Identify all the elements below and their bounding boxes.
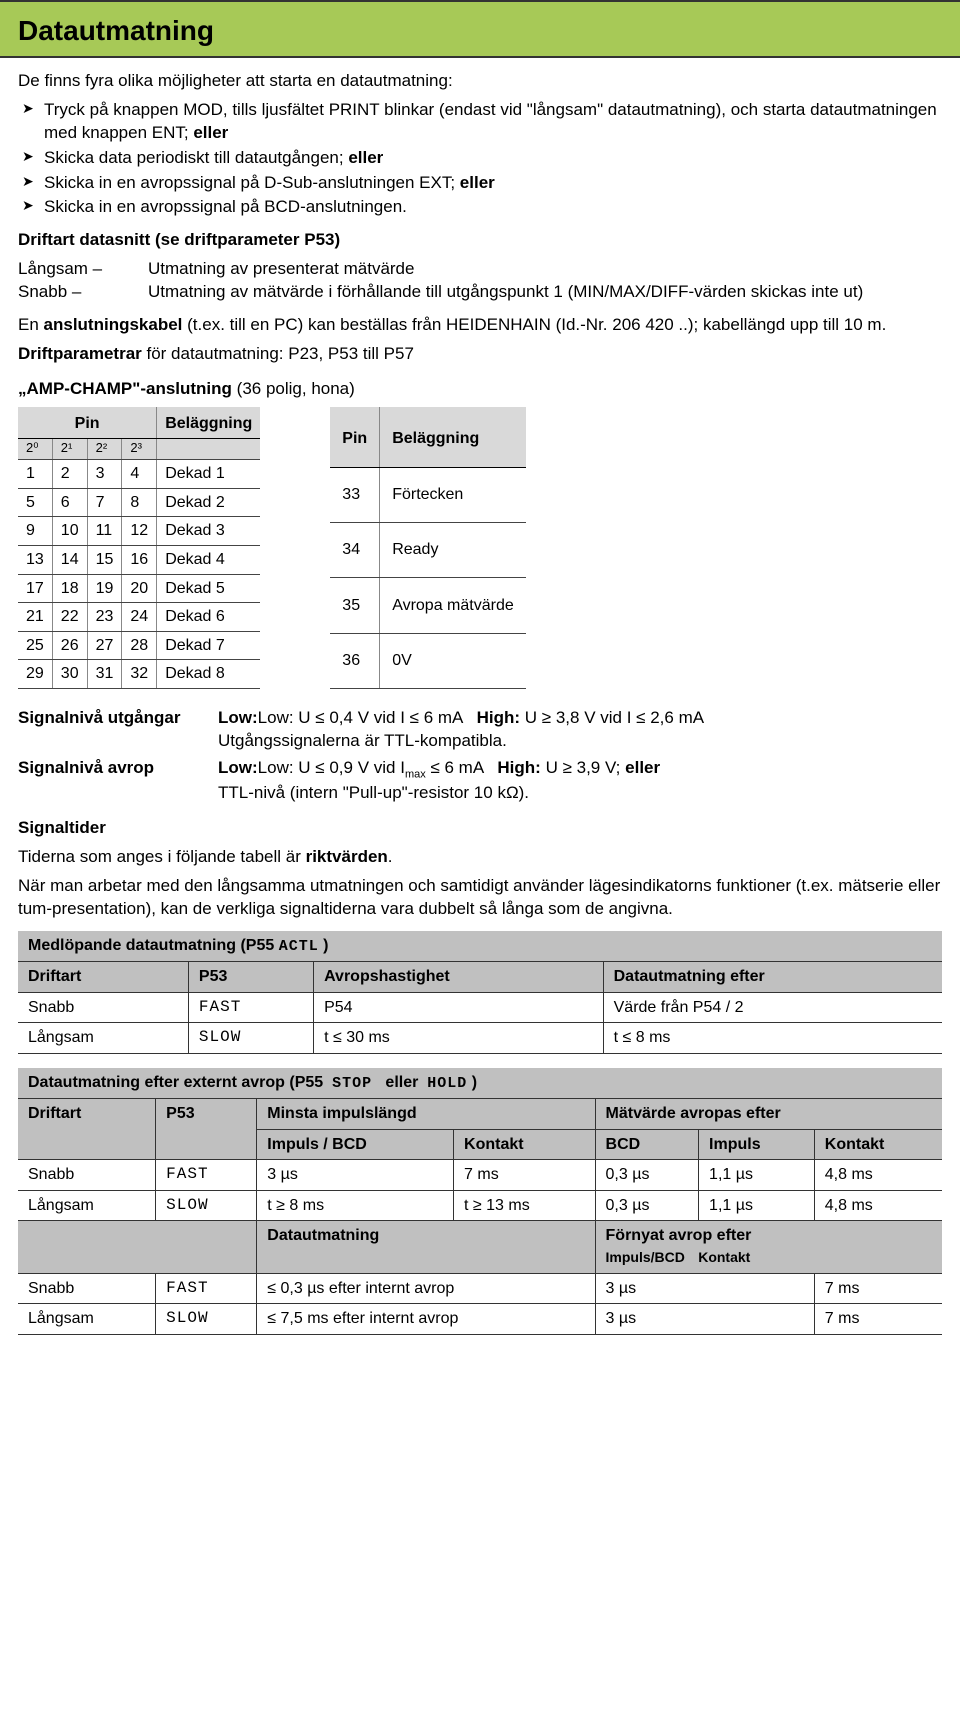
- driftart-key: Snabb –: [18, 281, 148, 304]
- table-row: 21222324Dekad 6: [18, 603, 260, 632]
- pin-table-2: PinBeläggning 33Förtecken34Ready35Avropa…: [330, 407, 525, 689]
- timing-table-1: Medlöpande datautmatning (P55 ACTL ) Dri…: [18, 931, 942, 1054]
- list-item: Tryck på knappen MOD, tills ljusfältet P…: [18, 99, 942, 145]
- pin-tables: PinBeläggning 2⁰2¹2²2³ 1234Dekad 15678De…: [18, 407, 942, 689]
- signal-out-value: Low:Low: U ≤ 0,4 V vid I ≤ 6 mA High: U …: [218, 707, 942, 753]
- table-row: 13141516Dekad 4: [18, 545, 260, 574]
- table-row: 33Förtecken: [330, 467, 525, 522]
- signaltider-head: Signaltider: [18, 817, 942, 840]
- driftparam-info: Driftparametrar för datautmatning: P23, …: [18, 343, 942, 366]
- table-row: 360V: [330, 633, 525, 688]
- driftart-grid: Långsam – Utmatning av presenterat mätvä…: [18, 258, 942, 304]
- timing-table-2: Datautmatning efter externt avrop (P55 S…: [18, 1068, 942, 1335]
- timing2-title: Datautmatning efter externt avrop (P55 S…: [18, 1068, 942, 1099]
- table-row: 5678Dekad 2: [18, 488, 260, 517]
- signal-avrop-label: Signalnivå avrop: [18, 757, 218, 805]
- driftart-val: Utmatning av presenterat mätvärde: [148, 258, 942, 281]
- table-row: LångsamSLOWt ≥ 8 mst ≥ 13 ms0,3 µs1,1 µs…: [18, 1190, 942, 1221]
- page-header: Datautmatning: [0, 0, 960, 58]
- table-row: SnabbFAST3 µs7 ms0,3 µs1,1 µs4,8 ms: [18, 1160, 942, 1191]
- table-row: 29303132Dekad 8: [18, 660, 260, 689]
- page-title: Datautmatning: [18, 12, 942, 50]
- driftart-head: Driftart datasnitt (se driftparameter P5…: [18, 229, 942, 252]
- table-row: 34Ready: [330, 523, 525, 578]
- page-body: De finns fyra olika möjligheter att star…: [0, 70, 960, 1355]
- table-row: 9101112Dekad 3: [18, 517, 260, 546]
- cable-info: En anslutningskabel (t.ex. till en PC) k…: [18, 314, 942, 337]
- list-item: Skicka data periodiskt till datautgången…: [18, 147, 942, 170]
- table-row: LångsamSLOWt ≤ 30 mst ≤ 8 ms: [18, 1023, 942, 1054]
- signal-avrop-value: Low:Low: U ≤ 0,9 V vid Imax ≤ 6 mA High:…: [218, 757, 942, 805]
- th-pin: Pin: [330, 407, 379, 467]
- timing1-title: Medlöpande datautmatning (P55 ACTL ): [18, 931, 942, 962]
- table-row: 17181920Dekad 5: [18, 574, 260, 603]
- th-bel: Beläggning: [157, 407, 261, 438]
- driftart-key: Långsam –: [18, 258, 148, 281]
- table-row: 1234Dekad 1: [18, 460, 260, 489]
- list-item: Skicka in en avropssignal på D-Sub-anslu…: [18, 172, 942, 195]
- table-row: LångsamSLOW≤ 7,5 ms efter internt avrop3…: [18, 1304, 942, 1335]
- signal-out-label: Signalnivå utgångar: [18, 707, 218, 753]
- connector-title: „AMP-CHAMP"-anslutning (36 polig, hona): [18, 378, 942, 401]
- bullet-list: Tryck på knappen MOD, tills ljusfältet P…: [18, 99, 942, 220]
- list-item: Skicka in en avropssignal på BCD-anslutn…: [18, 196, 942, 219]
- th-bel: Beläggning: [380, 407, 526, 467]
- pin-table-1: PinBeläggning 2⁰2¹2²2³ 1234Dekad 15678De…: [18, 407, 260, 689]
- th-pin: Pin: [18, 407, 157, 438]
- table-row: SnabbFAST≤ 0,3 µs efter internt avrop3 µ…: [18, 1273, 942, 1304]
- table-row: 35Avropa mätvärde: [330, 578, 525, 633]
- signaltider-p2: När man arbetar med den långsamma utmatn…: [18, 875, 942, 921]
- signaltider-p1: Tiderna som anges i följande tabell är r…: [18, 846, 942, 869]
- table-row: 25262728Dekad 7: [18, 631, 260, 660]
- signal-levels: Signalnivå utgångar Low:Low: U ≤ 0,4 V v…: [18, 707, 942, 805]
- table-row: SnabbFASTP54Värde från P54 / 2: [18, 992, 942, 1023]
- driftart-val: Utmatning av mätvärde i förhållande till…: [148, 281, 942, 304]
- intro-text: De finns fyra olika möjligheter att star…: [18, 70, 942, 93]
